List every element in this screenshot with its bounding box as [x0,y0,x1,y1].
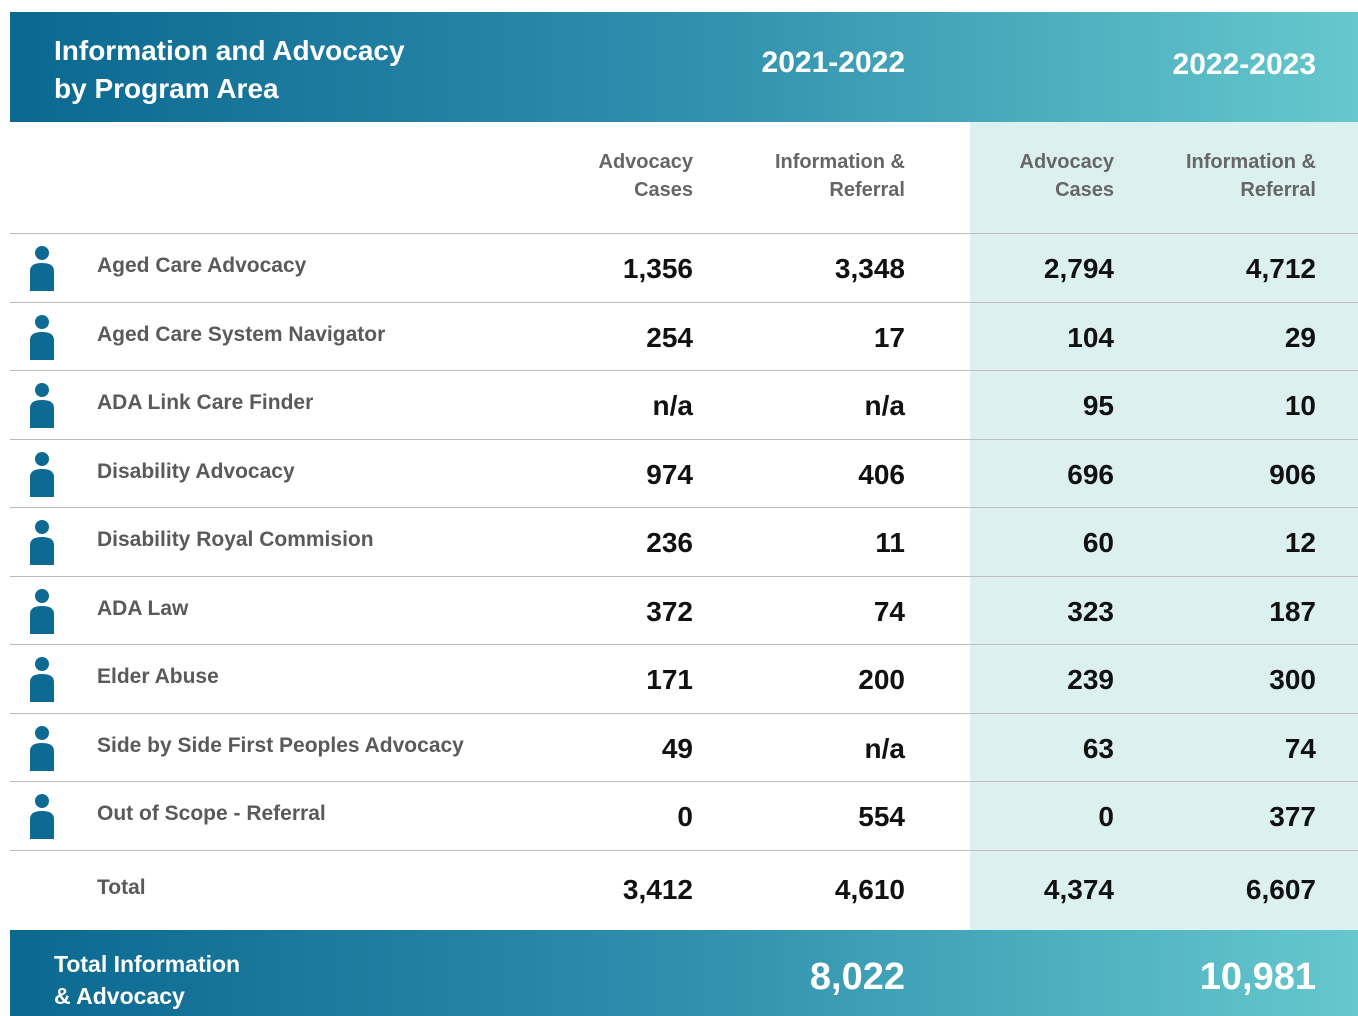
title: Information and Advocacy by Program Area [54,32,405,108]
cell-value: 200 [858,664,905,695]
cell-value: 29 [1284,321,1316,353]
cell-value: 372 [646,595,693,627]
column-header-line: Advocacy [598,151,694,173]
total-value: 3,412 [622,873,693,905]
row-name: Side by Side First Peoples Advocacy [97,733,464,757]
cell-value: 906 [1269,458,1316,490]
rule [10,301,1358,303]
total-value: 4,374 [1043,873,1114,905]
rule [10,712,1358,714]
cell-value: 171 [646,664,693,695]
footer-line: Total Information [54,951,241,977]
rule [10,438,1358,440]
footer-value: 8,022 [809,956,905,998]
column-header: Information & Referral [705,148,905,204]
cell-value: 239 [1067,664,1114,695]
column-header-line: Cases [634,179,693,201]
total-value: 4,610 [834,873,905,905]
cell-value: 4,712 [1245,253,1316,284]
cell-value: n/a [864,390,905,421]
cell-value: 974 [646,458,693,490]
cell-value: 554 [858,801,905,832]
cell-value: 406 [858,458,905,490]
rule [10,644,1358,645]
row-name: ADA Law [97,596,189,620]
cell-value: 74 [873,595,905,627]
rule [10,370,1358,371]
cell-value: 60 [1082,527,1114,558]
cell-value: 12 [1284,527,1316,558]
row-name: Aged Care Advocacy [97,254,307,277]
footer-band [10,930,1358,1016]
row-name: Elder Abuse [97,665,219,688]
row-icon [30,246,54,291]
column-header-line: Information & [775,151,905,173]
rule [10,575,1358,577]
header-band [10,12,1358,122]
column-header-line: Cases [1055,179,1114,201]
row-icon [30,794,54,839]
cell-value: 696 [1067,458,1114,490]
total-label: Total [97,875,146,899]
column-header: Information & Referral [1116,148,1316,204]
rule [10,507,1358,508]
footer-line: & Advocacy [54,983,185,1009]
rule [10,233,1358,234]
row-name: Disability Advocacy [97,459,295,483]
column-header: Advocacy Cases [493,148,694,204]
cell-value: 300 [1269,664,1316,695]
row-name: Aged Care System Navigator [97,322,386,346]
cell-value: 254 [646,321,693,353]
cell-value: 323 [1067,595,1114,627]
cell-value: 63 [1082,732,1114,764]
row-name: ADA Link Care Finder [97,391,314,414]
row-icon [30,725,54,771]
cell-value: n/a [652,390,693,421]
row-icon [30,520,54,565]
rule [10,781,1358,782]
column-header: Advocacy Cases [914,148,1115,204]
period: 2022-2023 [1172,48,1316,81]
cell-value: 377 [1269,801,1316,832]
rule [10,849,1358,851]
row-icon [30,451,54,497]
cell-value: 236 [646,527,693,558]
cell-value: 49 [661,732,693,764]
column-header-line: Referral [1240,179,1316,201]
period: 2021-2022 [761,46,905,79]
column-header-line: Information & [1186,151,1316,173]
cell-value: 11 [875,527,905,558]
column-header-line: Referral [829,179,905,201]
cell-value: 0 [1098,801,1114,832]
cell-value: 0 [677,801,693,832]
row-icon [30,314,54,360]
cell-value: 17 [873,321,905,353]
period-shade [970,122,1358,930]
cell-value: 104 [1067,321,1114,353]
cell-value: 3,348 [834,253,905,284]
row-name: Disability Royal Commision [97,528,374,551]
total-value: 6,607 [1245,873,1316,905]
cell-value: 10 [1284,390,1316,421]
row-icon [30,588,54,634]
title-line: Information and Advocacy [54,35,405,66]
row-name: Out of Scope - Referral [97,802,326,825]
title-line: by Program Area [54,73,279,104]
column-header-line: Advocacy [1019,151,1115,173]
cell-value: n/a [864,732,905,764]
footer-value: 10,981 [1199,956,1316,998]
cell-value: 2,794 [1043,253,1114,284]
row-icon [30,383,54,428]
cell-value: 95 [1082,390,1114,421]
cell-value: 187 [1269,595,1316,627]
cell-value: 74 [1284,732,1316,764]
cell-value: 1,356 [622,253,693,284]
footer-label: Total Information & Advocacy [54,948,240,1012]
row-icon [30,657,54,702]
